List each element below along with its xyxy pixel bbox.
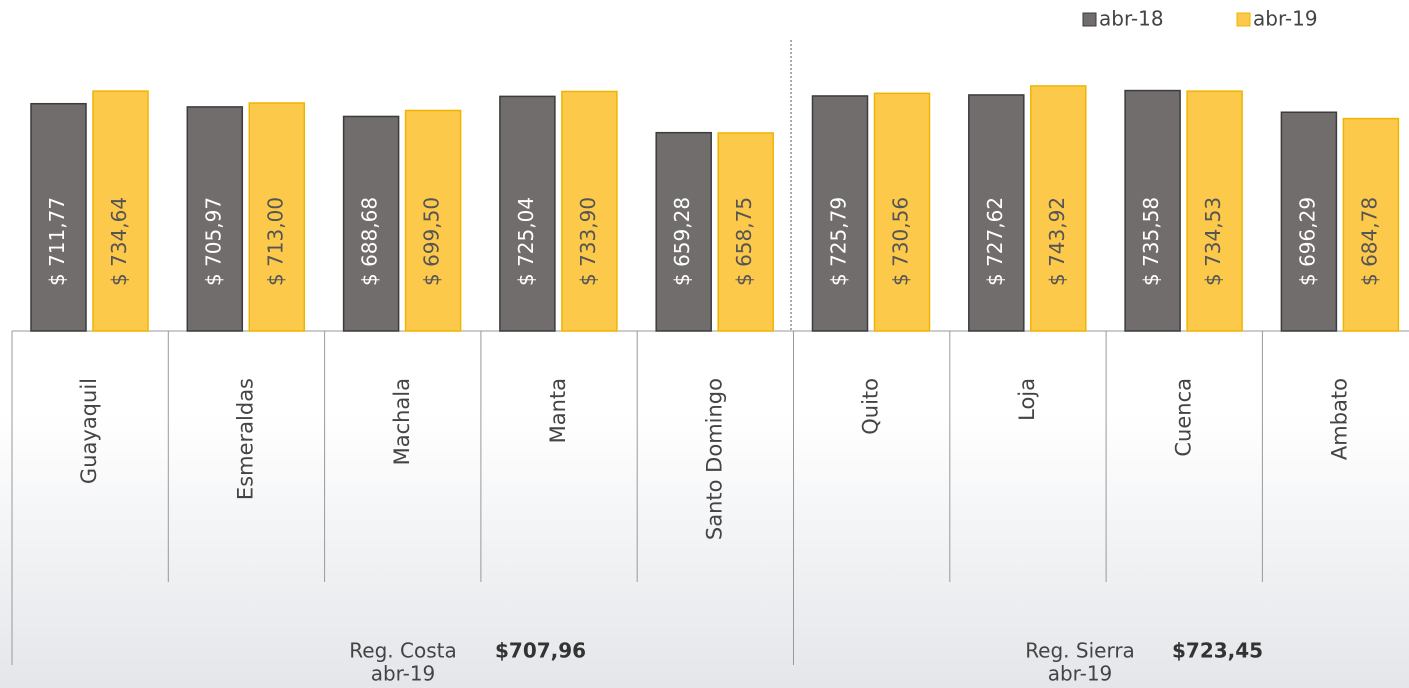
legend-swatch [1082,12,1097,27]
bar [1124,89,1181,332]
bar [499,95,556,332]
value-label: $ 684,78 [1357,197,1381,286]
group-average: $723,45 [1172,639,1263,663]
value-label: $ 725,04 [514,197,538,286]
bar [30,102,87,332]
value-label: $ 730,56 [889,197,913,286]
legend-label: abr-19 [1253,7,1318,31]
bar [968,94,1025,332]
value-label: $ 658,75 [732,197,756,286]
value-label: $ 733,90 [576,197,600,286]
x-tick-label: Quito [859,378,883,435]
value-label: $ 734,53 [1201,197,1225,286]
x-tick-label: Guayaquil [77,378,101,484]
x-tick-label: Manta [546,378,570,443]
value-label: $ 713,00 [263,197,287,286]
bar [342,115,400,332]
bar [186,106,244,332]
value-label: $ 659,28 [670,197,694,286]
bar [1030,85,1087,332]
bar [248,102,306,332]
bar [561,90,618,332]
group-average: $707,96 [495,639,586,663]
x-tick-label: Ambato [1328,378,1352,460]
legend-swatch [1236,12,1251,27]
value-label: $ 727,62 [983,197,1007,286]
bar [1186,90,1243,332]
x-tick-label: Cuenca [1171,378,1195,457]
x-tick-label: Loja [1015,378,1039,421]
bar [404,109,462,332]
bar [655,131,712,332]
value-label: $ 743,92 [1045,197,1069,286]
x-tick-label: Esmeraldas [233,378,257,500]
bar [873,92,931,332]
legend-label: abr-18 [1099,7,1164,31]
group-label: Reg. Sierra [1025,639,1135,663]
value-label: $ 696,29 [1295,197,1319,286]
x-tick-label: Machala [390,378,414,465]
group-label: Reg. Costa [349,639,456,663]
group-period: abr-19 [371,662,436,686]
value-label: $ 735,58 [1139,197,1163,286]
value-label: $ 711,77 [45,197,69,286]
x-tick-label: Santo Domingo [702,378,726,540]
bar [1342,117,1400,332]
bar [92,90,149,332]
value-label: $ 688,68 [358,197,382,286]
value-label: $ 705,97 [201,197,225,286]
group-period: abr-19 [1048,662,1113,686]
value-label: $ 699,50 [420,197,444,286]
bar [1280,111,1338,332]
bar [717,132,774,332]
value-label: $ 734,64 [107,197,131,286]
bar [811,95,869,332]
value-label: $ 725,79 [827,197,851,286]
